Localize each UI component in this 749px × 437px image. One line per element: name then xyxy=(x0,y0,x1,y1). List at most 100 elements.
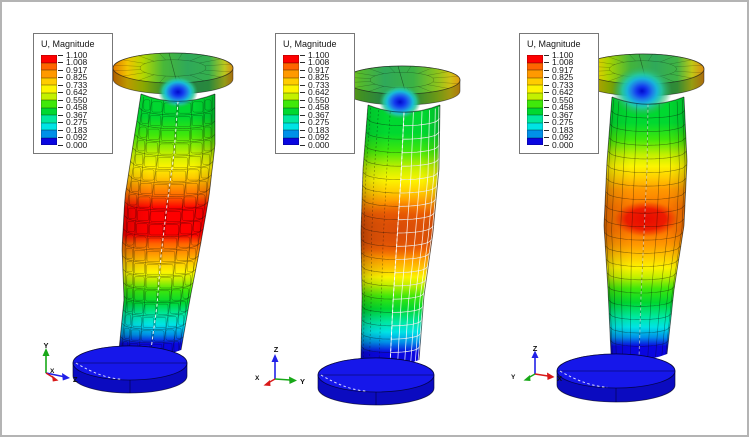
legend-chip xyxy=(41,92,57,100)
legend-tick-mark xyxy=(300,54,305,56)
legend-chip xyxy=(283,85,299,93)
up-axis-label: Z xyxy=(274,345,279,354)
legend-tick-value: 0.092 xyxy=(66,132,88,142)
legend-tick-mark xyxy=(58,92,63,93)
up-axis-arrowhead xyxy=(531,350,539,358)
legend-color-scale: 1.100 1.008 0.917 0.825 0.733 0.642 0.550 0.458… xyxy=(283,50,351,153)
out-axis-label: Y xyxy=(511,374,516,381)
viewport-1 xyxy=(72,52,234,394)
displacement-min-spot xyxy=(158,76,198,108)
legend-chip xyxy=(283,107,299,115)
mesh-grid xyxy=(119,94,215,357)
legend-tick-mark xyxy=(300,114,305,116)
legend-tick-mark xyxy=(58,99,63,101)
legend-tick-mark xyxy=(544,54,549,56)
column-seam-line xyxy=(389,112,405,366)
legend-tick-mark xyxy=(544,84,549,86)
right-axis-arrow xyxy=(45,372,64,378)
right-axis-arrowhead xyxy=(62,373,70,381)
legend-tick-value: 0.092 xyxy=(552,132,574,142)
legend-chip xyxy=(283,100,299,108)
legend-title: U, Magnitude xyxy=(41,39,95,49)
legend-tick-value: 1.100 xyxy=(308,49,330,60)
legend-tick-mark xyxy=(58,62,63,63)
legend-tick-mark xyxy=(58,122,63,123)
legend-tick-mark xyxy=(58,129,63,131)
legend-tick-value: 0.367 xyxy=(552,109,574,120)
viewport-2 xyxy=(317,65,461,406)
legend-tick-value: 1.008 xyxy=(308,57,330,67)
right-axis-arrowhead xyxy=(289,376,297,384)
legend-tick-value: 0.825 xyxy=(308,72,330,82)
legend-chip xyxy=(41,137,57,145)
legend-tick-mark xyxy=(544,137,549,138)
legend-chip xyxy=(41,70,57,78)
column-seam-line xyxy=(638,104,649,360)
legend-tick-mark xyxy=(544,69,549,71)
contour-legend-3: U, Magnitude 1.100 1.008 0.917 0.825 0.733 0.… xyxy=(519,33,599,154)
legend-tick-value: 0.642 xyxy=(552,87,574,97)
legend-tick-value: 0.000 xyxy=(308,139,330,150)
legend-tick-mark xyxy=(544,129,549,131)
legend-tick-mark xyxy=(544,77,549,78)
displacement-min-spot xyxy=(612,66,672,116)
legend-chip xyxy=(283,130,299,138)
base-disk xyxy=(317,357,435,406)
legend-tick-mark xyxy=(58,137,63,138)
orientation-triad-3: Z X Y xyxy=(511,344,562,383)
legend-tick-mark xyxy=(300,107,305,108)
legend-tick-mark xyxy=(58,84,63,86)
legend-chip xyxy=(527,55,543,63)
right-axis-label: Z xyxy=(73,375,78,384)
legend-chip xyxy=(41,85,57,93)
up-axis-arrowhead xyxy=(271,354,279,362)
right-axis-arrow xyxy=(274,378,291,381)
legend-chip xyxy=(41,115,57,123)
legend-chip xyxy=(283,55,299,63)
legend-chip xyxy=(527,115,543,123)
legend-chip xyxy=(527,130,543,138)
legend-tick-value: 0.550 xyxy=(308,94,330,105)
legend-tick-value: 0.458 xyxy=(552,102,574,112)
legend-tick-mark xyxy=(300,129,305,131)
out-axis-label: X xyxy=(255,375,260,382)
right-axis-arrow xyxy=(534,373,549,377)
legend-chip xyxy=(41,62,57,70)
legend-tick-value: 0.917 xyxy=(308,64,330,75)
legend-tick-mark xyxy=(300,137,305,138)
legend-chip xyxy=(527,100,543,108)
legend-chip xyxy=(41,77,57,85)
legend-tick-value: 0.183 xyxy=(66,124,88,135)
legend-tick-mark xyxy=(58,77,63,78)
legend-tick-value: 0.000 xyxy=(552,139,574,150)
legend-tick-value: 0.275 xyxy=(66,117,88,127)
legend-tick-value: 0.092 xyxy=(308,132,330,142)
legend-tick-value: 0.825 xyxy=(66,72,88,82)
legend-title: U, Magnitude xyxy=(527,39,581,49)
base-disk xyxy=(556,353,676,403)
legend-chip xyxy=(527,137,543,145)
legend-tick-value: 0.183 xyxy=(308,124,330,135)
right-axis-arrowhead xyxy=(547,372,555,380)
legend-tick-value: 0.733 xyxy=(552,79,574,90)
legend-color-scale: 1.100 1.008 0.917 0.825 0.733 0.642 0.550 0.458… xyxy=(527,50,595,153)
legend-tick-value: 1.100 xyxy=(66,49,88,60)
legend-tick-mark xyxy=(300,122,305,123)
base-disk xyxy=(72,345,188,394)
legend-tick-mark xyxy=(58,144,63,146)
legend-chip xyxy=(527,85,543,93)
up-axis-label: Y xyxy=(43,341,48,350)
legend-tick-mark xyxy=(58,107,63,108)
legend-tick-value: 0.917 xyxy=(66,64,88,75)
legend-tick-mark xyxy=(544,144,549,146)
up-axis-arrowhead xyxy=(42,348,50,356)
right-axis-label: X xyxy=(557,374,562,383)
legend-tick-value: 0.367 xyxy=(66,109,88,120)
top-flange xyxy=(112,52,234,95)
legend-chip xyxy=(41,100,57,108)
legend-chip xyxy=(41,107,57,115)
viewport-3 xyxy=(556,53,705,403)
orientation-triad-2: Z Y X xyxy=(255,345,305,386)
legend-tick-value: 0.367 xyxy=(308,109,330,120)
